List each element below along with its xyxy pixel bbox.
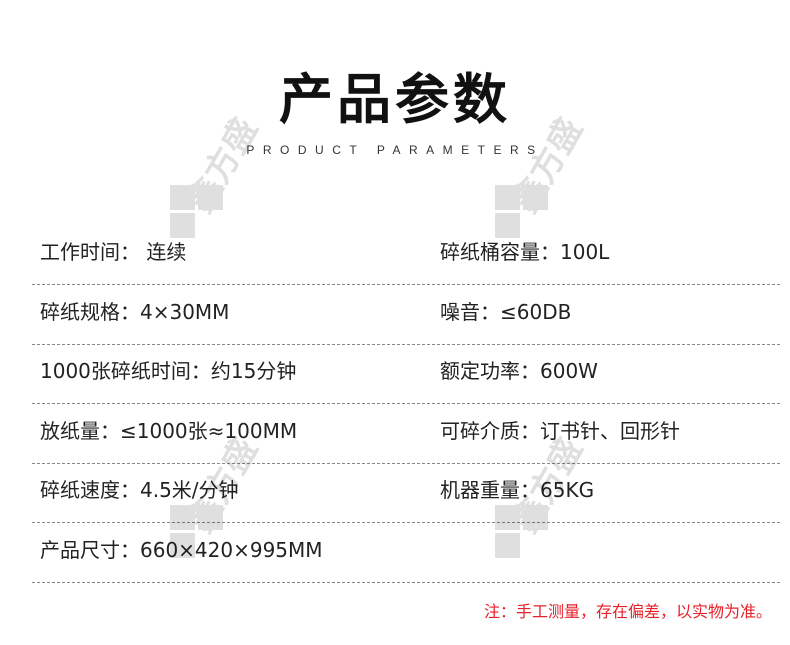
parameter-right: 额定功率：600W xyxy=(440,359,598,383)
parameter-left: 碎纸速度：4.5米/分钟 xyxy=(40,478,239,502)
parameter-left: 产品尺寸：660×420×995MM xyxy=(40,537,323,562)
parameter-row: 碎纸规格：4×30MM 噪音：≤60DB xyxy=(32,284,780,345)
page-title: 产品参数 xyxy=(279,68,511,131)
parameter-right: 可碎介质：订书针、回形针 xyxy=(440,418,680,443)
parameter-row: 产品尺寸：660×420×995MM xyxy=(32,522,780,583)
parameter-row: 1000张碎纸时间：约15分钟 额定功率：600W xyxy=(32,343,780,404)
parameter-right: 碎纸桶容量：100L xyxy=(440,240,610,264)
parameter-left: 放纸量：≤1000张≈100MM xyxy=(40,418,298,443)
parameter-right: 噪音：≤60DB xyxy=(440,299,572,324)
parameter-left: 1000张碎纸时间：约15分钟 xyxy=(40,359,297,383)
parameter-left: 工作时间： 连续 xyxy=(40,240,187,264)
disclaimer-note: 注：手工测量，存在偏差，以实物为准。 xyxy=(483,602,772,621)
parameter-row: 工作时间： 连续 碎纸桶容量：100L xyxy=(32,224,780,285)
parameter-row: 放纸量：≤1000张≈100MM 可碎介质：订书针、回形针 xyxy=(32,403,780,464)
parameter-row: 碎纸速度：4.5米/分钟 机器重量：65KG xyxy=(32,462,780,523)
page-subtitle: PRODUCT PARAMETERS xyxy=(246,143,544,157)
parameter-left: 碎纸规格：4×30MM xyxy=(40,299,230,324)
parameter-right: 机器重量：65KG xyxy=(440,478,595,502)
